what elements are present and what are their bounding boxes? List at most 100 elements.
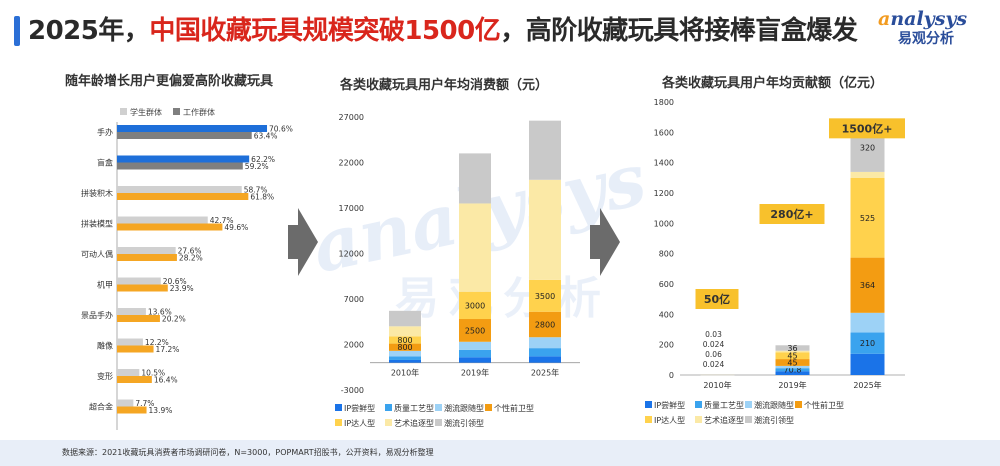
data-label-small: 0.024 <box>703 360 725 369</box>
legend-label: IP尝鲜型 <box>344 403 375 413</box>
y-tick-label: 22000 <box>339 159 364 168</box>
bar-work <box>117 162 243 170</box>
data-label: 800 <box>397 336 412 345</box>
stack-segment <box>389 359 421 363</box>
stack-segment <box>775 345 810 351</box>
page-title-highlight: 中国收藏玩具规模突破1500亿 <box>149 16 501 46</box>
data-label-small: 0.03 <box>705 330 722 339</box>
legend-label: 潮流跟随型 <box>444 403 484 413</box>
bar-student <box>117 308 146 315</box>
y-tick-label: 1200 <box>654 189 674 198</box>
arrow-right-icon <box>288 208 318 276</box>
data-label-work: 61.8% <box>250 193 274 202</box>
data-label-student: 27.6% <box>178 247 202 256</box>
data-label-work: 59.2% <box>245 162 269 171</box>
category-label: 景品手办 <box>81 310 113 320</box>
chart3-stacked: 1800 1600 1400 1200 1000 800 600 400 200 0 2010年 70… <box>645 98 905 425</box>
analysys-logo: analysys 易观分析 <box>878 8 990 56</box>
bar-work <box>117 193 249 200</box>
data-label-work: 63.4% <box>254 132 278 141</box>
stack-segment <box>529 120 561 180</box>
legend-label: 个性前卫型 <box>494 403 534 413</box>
callout-label: 1500亿+ <box>842 121 893 135</box>
legend-label: 艺术追逐型 <box>704 415 744 425</box>
stack-segment <box>389 336 421 344</box>
stack-segment <box>529 337 561 349</box>
y-tick-label: 12000 <box>339 250 364 259</box>
chart2-title: 各类收藏玩具用户年均消费额（元） <box>340 78 549 93</box>
data-label-work: 23.9% <box>170 284 194 293</box>
bar-student <box>117 125 268 132</box>
category-label: 拼装模型 <box>81 219 113 229</box>
source-note: 数据来源：2021收藏玩具消费者市场调研问卷，N=3000，POPMART招股书… <box>62 448 434 457</box>
stack-segment <box>529 356 561 363</box>
stack-segment <box>529 279 561 312</box>
stack-segment <box>775 371 810 375</box>
data-label-student: 20.6% <box>163 277 187 286</box>
category-label: 拼装积木 <box>81 188 113 198</box>
stack-segment <box>775 359 810 366</box>
stack-segment <box>775 365 810 369</box>
stack-segment <box>459 349 491 358</box>
legend-swatch-student <box>120 108 127 115</box>
data-label-student: 12.2% <box>145 338 169 347</box>
bar-work <box>117 223 223 231</box>
legend-swatch <box>745 416 752 423</box>
legend-swatch <box>485 404 492 411</box>
bar-work <box>117 406 147 414</box>
stack-segment <box>850 171 885 178</box>
chart3-title: 各类收藏玩具用户年均贡献额（亿元） <box>662 76 884 91</box>
stack-segment <box>389 343 421 351</box>
data-label: 3000 <box>465 301 485 310</box>
y-tick-label: 1400 <box>654 159 674 168</box>
x-tick-label: 2025年 <box>531 368 559 378</box>
legend-swatch <box>795 401 802 408</box>
stack-segment <box>459 153 491 204</box>
legend-swatch <box>435 419 442 426</box>
data-label-student: 42.7% <box>210 216 234 225</box>
x-tick-label: 2025年 <box>853 380 881 390</box>
legend-swatch <box>335 404 342 411</box>
data-label: 2800 <box>535 320 555 329</box>
stack-segment <box>775 368 810 372</box>
x-tick-label: 2010年 <box>391 368 419 378</box>
legend-swatch <box>385 404 392 411</box>
data-label: 210 <box>860 339 875 348</box>
legend-swatch <box>335 419 342 426</box>
arrows <box>288 208 620 276</box>
page-title: 2025年，中国收藏玩具规模突破1500亿，高阶收藏玩具将接棒盲盒爆发 <box>28 16 858 46</box>
data-label-work: 28.2% <box>179 254 203 263</box>
data-label-student: 13.6% <box>148 308 172 317</box>
stack-segment <box>389 310 421 327</box>
category-label: 机甲 <box>97 280 113 290</box>
data-label: 525 <box>860 214 875 223</box>
y-tick-label: 800 <box>659 250 674 259</box>
data-label: 3500 <box>535 292 555 301</box>
y-tick-label: 400 <box>659 310 674 319</box>
legend-label: 质量工艺型 <box>394 403 434 413</box>
bar-work <box>117 132 252 139</box>
stack-segment <box>775 352 810 360</box>
callout-box <box>829 118 905 139</box>
callout-label: 280亿+ <box>770 207 813 221</box>
category-label: 手办 <box>97 127 113 137</box>
bar-student <box>117 155 250 163</box>
bar-student <box>117 216 208 224</box>
x-tick-label: 2010年 <box>703 380 731 390</box>
stack-segment <box>775 350 810 353</box>
data-label: 800 <box>397 343 412 352</box>
footer-band <box>0 440 1000 466</box>
data-label: 45 <box>787 358 797 367</box>
bar-work <box>117 315 160 322</box>
stack-segment <box>459 357 491 363</box>
stack-segment <box>459 203 491 292</box>
category-label: 雕像 <box>97 341 113 351</box>
category-label: 可动人偶 <box>81 249 113 259</box>
legend-swatch <box>745 401 752 408</box>
data-label-student: 62.2% <box>251 155 275 164</box>
stack-segment <box>850 257 885 313</box>
stack-segment <box>850 332 885 354</box>
y-tick-label: 1800 <box>654 98 674 107</box>
